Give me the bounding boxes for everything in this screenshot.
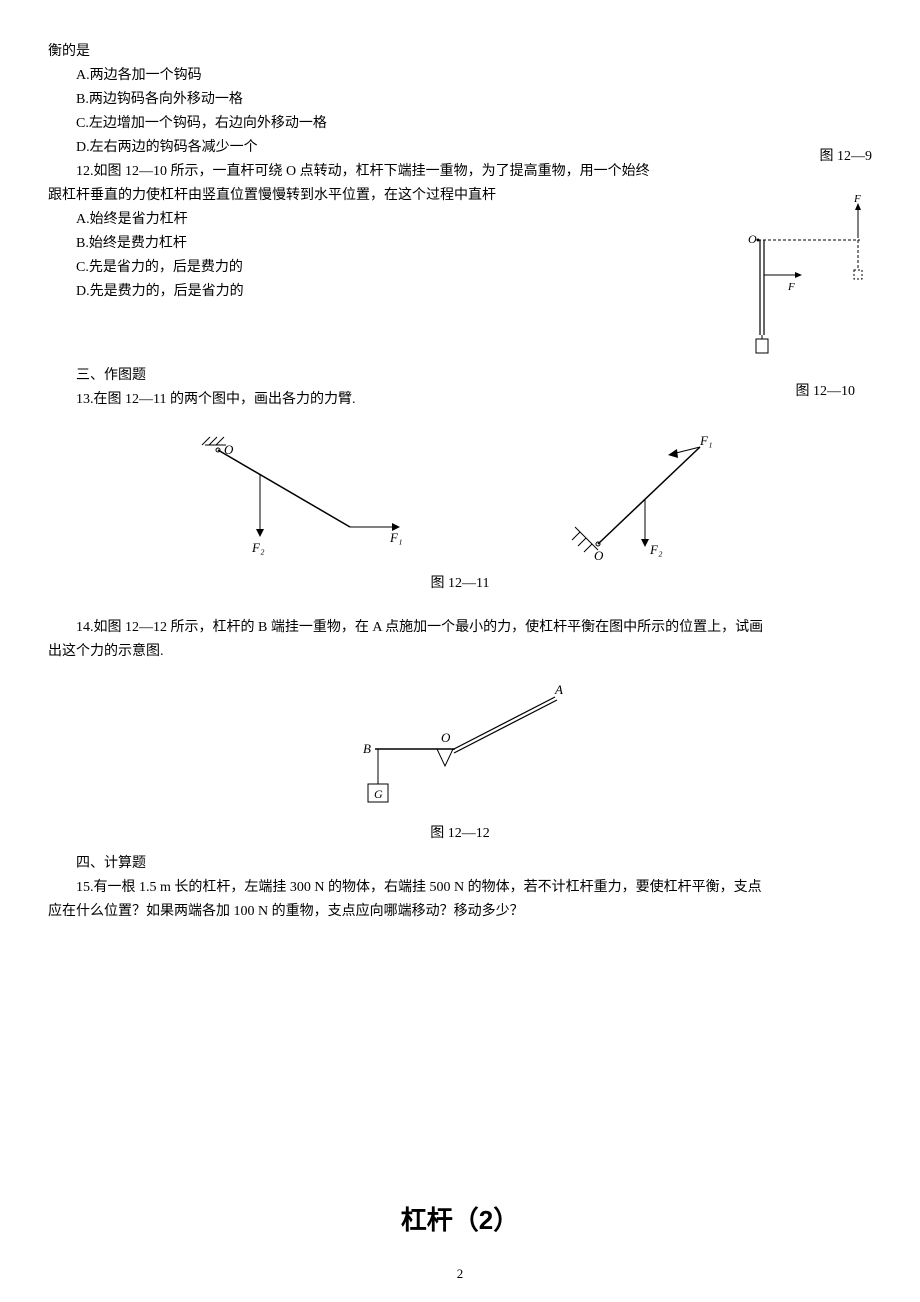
figure-12-11-right: O F₁ F₂ (570, 432, 730, 562)
q11-option-d: D.左右两边的钩码各减少一个 (48, 136, 872, 160)
q14-stem-line2: 出这个力的示意图. (48, 640, 872, 664)
figure-12-10-diagram: O F F (748, 195, 868, 365)
q14-stem-line1: 14.如图 12—12 所示，杠杆的 B 端挂一重物，在 A 点施加一个最小的力… (48, 616, 872, 640)
figure-12-9-caption: 图 12—9 (820, 145, 873, 165)
q12-stem-line1: 12.如图 12—10 所示，一直杆可绕 O 点转动，杠杆下端挂一重物，为了提高… (48, 160, 872, 184)
page-number: 2 (0, 1266, 920, 1282)
q15-stem-line1: 15.有一根 1.5 m 长的杠杆，左端挂 300 N 的物体，右端挂 500 … (48, 876, 872, 900)
svg-text:G: G (374, 787, 383, 801)
svg-text:F: F (853, 195, 861, 205)
intro-line: 衡的是 (48, 40, 872, 64)
svg-text:B: B (363, 741, 371, 756)
svg-text:F₂: F₂ (649, 542, 663, 557)
figure-12-11-caption: 图 12—11 (48, 572, 872, 592)
svg-text:F₁: F₁ (389, 530, 402, 545)
figure-12-10-caption: 图 12—10 (796, 380, 856, 400)
svg-text:F₂: F₂ (251, 540, 265, 555)
figure-12-11-container: O F₁ F₂ O (48, 432, 872, 592)
svg-text:A: A (554, 684, 563, 697)
q11-option-a: A.两边各加一个钩码 (48, 64, 872, 88)
section-4-title: 四、计算题 (48, 852, 872, 876)
svg-text:O: O (748, 232, 757, 246)
figure-12-11-left: O F₁ F₂ (190, 432, 410, 562)
svg-text:O: O (594, 548, 604, 562)
q11-option-c: C.左边增加一个钩码，右边向外移动一格 (48, 112, 872, 136)
svg-text:F₁: F₁ (699, 433, 712, 448)
svg-text:O: O (441, 730, 451, 745)
figure-12-12-caption: 图 12—12 (345, 822, 575, 842)
section-3-title: 三、作图题 (48, 364, 872, 388)
q13-stem: 13.在图 12—11 的两个图中，画出各力的力臂. (48, 388, 872, 412)
figure-12-12-container: O B A G 图 12—12 (48, 684, 872, 842)
svg-text:F: F (787, 281, 795, 293)
footer-title: 杠杆（2） (0, 1200, 920, 1237)
q15-stem-line2: 应在什么位置？如果两端各加 100 N 的重物，支点应向哪端移动？移动多少？ (48, 900, 872, 924)
q11-option-b: B.两边钩码各向外移动一格 (48, 88, 872, 112)
